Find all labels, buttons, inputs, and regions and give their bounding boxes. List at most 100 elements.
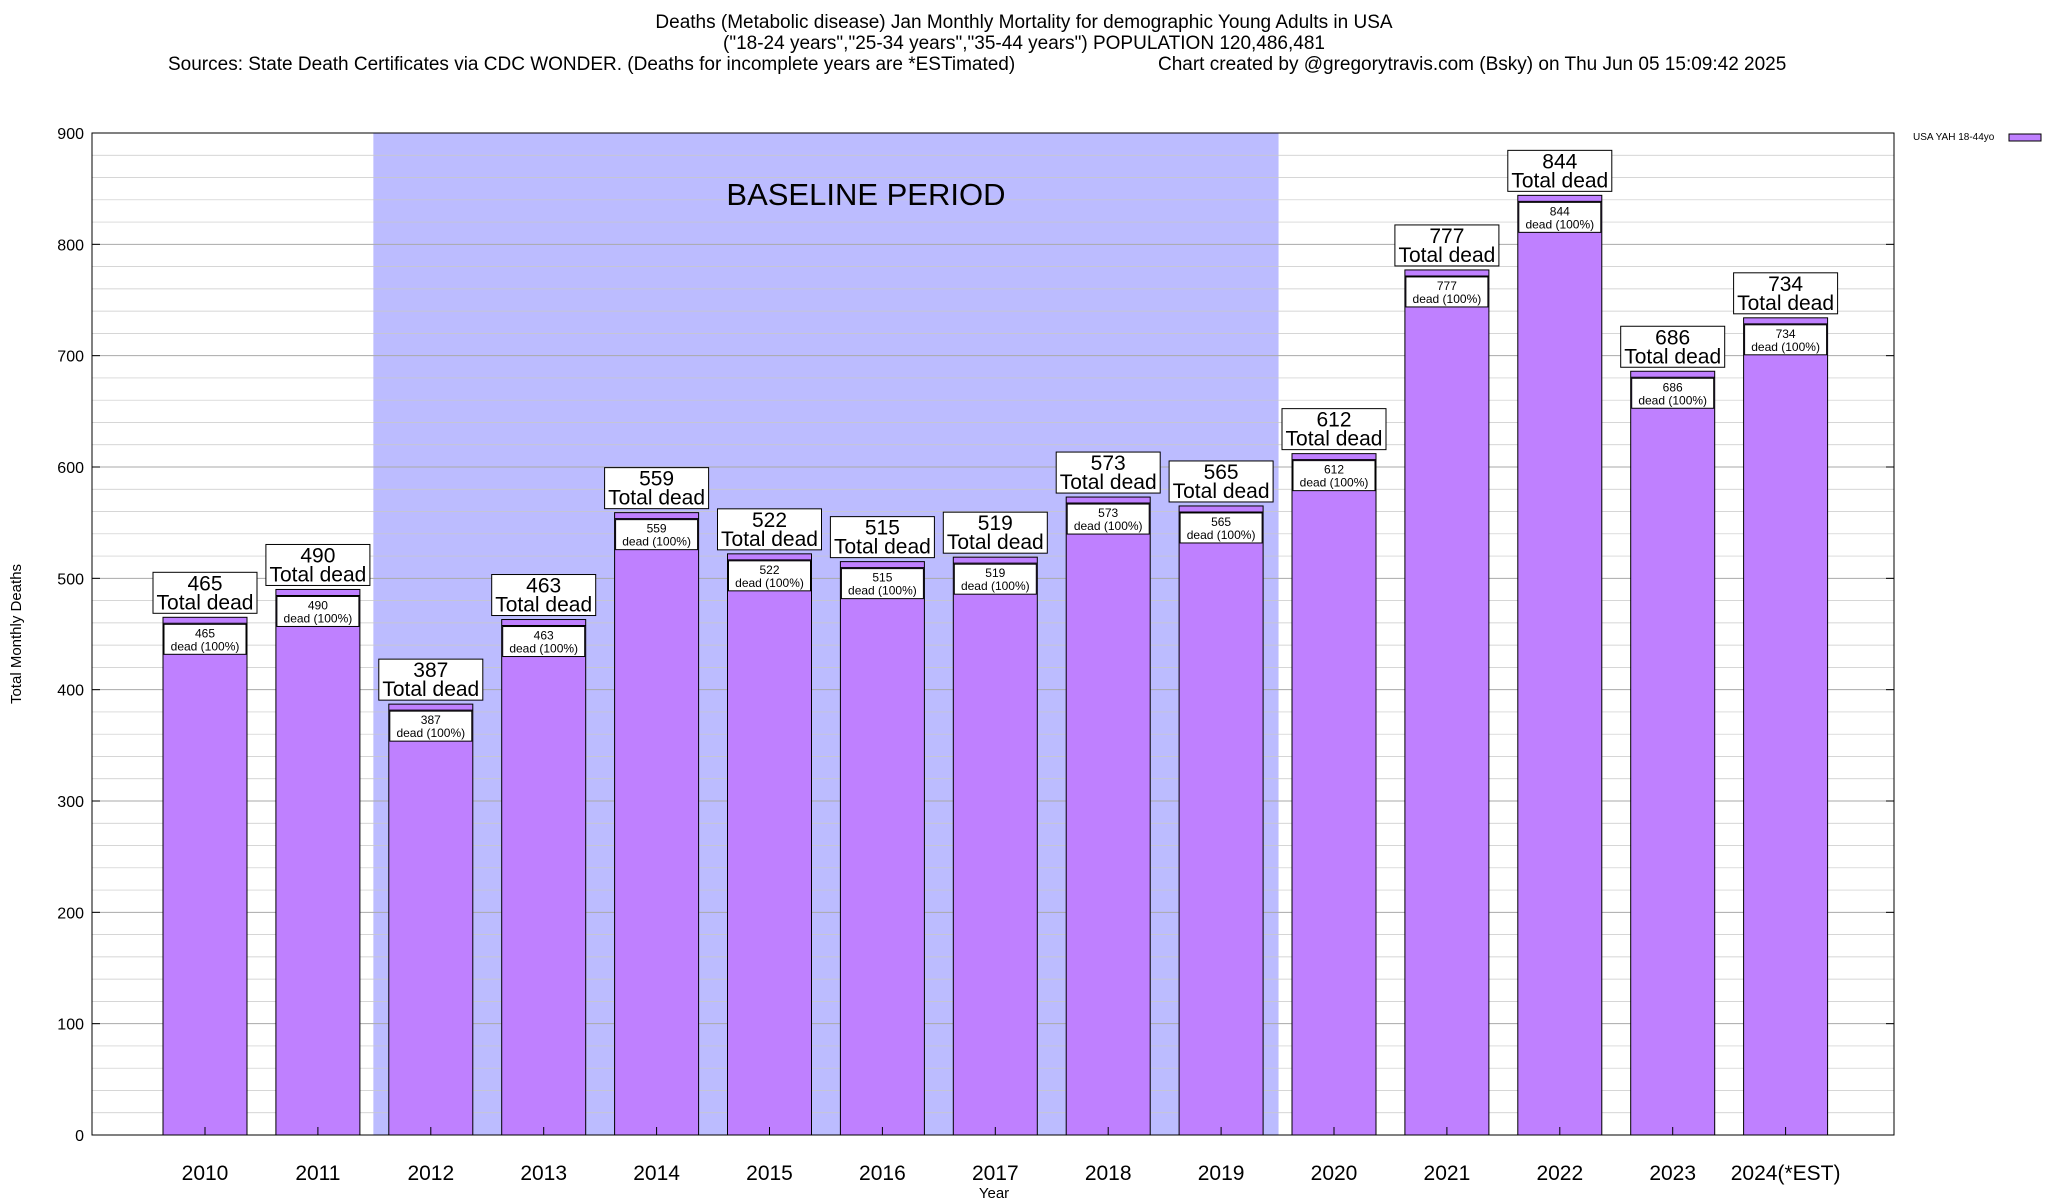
x-tick-label: 2010 bbox=[182, 1162, 229, 1185]
y-tick-label: 100 bbox=[57, 1017, 84, 1034]
bar bbox=[1517, 194, 1603, 1136]
y-tick-label: 200 bbox=[57, 905, 84, 922]
legend-swatch bbox=[2008, 133, 2042, 142]
baseline-period-label: BASELINE PERIOD bbox=[726, 177, 1005, 212]
inner-label-text: dead (100%) bbox=[509, 642, 578, 656]
inner-label-value: 387 bbox=[421, 713, 441, 727]
x-tick-label: 2012 bbox=[407, 1162, 454, 1185]
y-tick-label: 800 bbox=[57, 237, 84, 254]
inner-label-text: dead (100%) bbox=[1751, 340, 1820, 354]
bar bbox=[501, 619, 587, 1136]
inner-label-text: dead (100%) bbox=[1525, 217, 1594, 231]
bar bbox=[839, 561, 925, 1136]
total-label-text: Total dead bbox=[1060, 471, 1157, 494]
total-label-value: 573 bbox=[1091, 452, 1126, 475]
inner-label-value: 612 bbox=[1324, 463, 1344, 477]
total-label-box bbox=[491, 574, 597, 617]
total-label-text: Total dead bbox=[157, 591, 254, 614]
total-label-value: 844 bbox=[1542, 150, 1577, 173]
bar bbox=[614, 512, 700, 1136]
inner-label-text: dead (100%) bbox=[1187, 528, 1256, 542]
bar bbox=[1404, 269, 1490, 1136]
bar bbox=[1743, 317, 1829, 1136]
total-label-box bbox=[1394, 224, 1500, 267]
inner-label-box bbox=[163, 623, 247, 655]
total-label-box bbox=[1507, 149, 1613, 192]
inner-label-value: 844 bbox=[1550, 204, 1570, 218]
total-label-text: Total dead bbox=[1624, 345, 1721, 368]
inner-label-value: 559 bbox=[647, 522, 667, 536]
total-label-text: Total dead bbox=[1737, 292, 1834, 315]
y-tick-label: 700 bbox=[57, 349, 84, 366]
bar bbox=[275, 588, 361, 1136]
total-label-text: Total dead bbox=[947, 531, 1044, 554]
inner-label-box bbox=[1518, 201, 1602, 233]
inner-label-text: dead (100%) bbox=[1300, 476, 1369, 490]
total-label-value: 387 bbox=[413, 659, 448, 682]
total-label-box bbox=[604, 467, 710, 510]
inner-label-box bbox=[1179, 512, 1263, 544]
inner-label-box bbox=[615, 519, 699, 551]
inner-label-value: 463 bbox=[534, 629, 554, 643]
total-label-value: 777 bbox=[1429, 225, 1464, 248]
inner-label-value: 519 bbox=[985, 566, 1005, 580]
bar bbox=[727, 553, 812, 1136]
total-label-box bbox=[1733, 272, 1839, 315]
inner-label-box bbox=[1405, 276, 1489, 308]
total-label-value: 734 bbox=[1768, 273, 1803, 296]
total-label-text: Total dead bbox=[834, 536, 931, 559]
inner-label-box bbox=[1744, 324, 1828, 356]
total-label-box bbox=[942, 511, 1048, 554]
total-label-value: 519 bbox=[978, 512, 1013, 535]
x-tick-label: 2024(*EST) bbox=[1731, 1162, 1841, 1185]
inner-label-box bbox=[840, 568, 924, 600]
x-tick-label: 2015 bbox=[746, 1162, 793, 1185]
inner-label-value: 777 bbox=[1437, 279, 1457, 293]
bar bbox=[162, 616, 248, 1136]
total-label-box bbox=[717, 508, 822, 551]
total-label-value: 612 bbox=[1316, 409, 1351, 432]
chart-title: Deaths (Metabolic disease) Jan Monthly M… bbox=[0, 12, 2048, 54]
total-label-value: 490 bbox=[300, 544, 335, 567]
total-label-box bbox=[152, 571, 258, 614]
bar bbox=[1178, 505, 1264, 1136]
inner-label-text: dead (100%) bbox=[735, 576, 804, 590]
inner-label-text: dead (100%) bbox=[284, 611, 353, 625]
inner-label-text: dead (100%) bbox=[171, 639, 240, 653]
inner-label-box bbox=[276, 595, 360, 627]
total-label-text: Total dead bbox=[1286, 428, 1383, 451]
total-label-value: 686 bbox=[1655, 326, 1690, 349]
x-tick-label: 2018 bbox=[1085, 1162, 1132, 1185]
x-tick-label: 2017 bbox=[972, 1162, 1019, 1185]
x-tick-label: 2013 bbox=[520, 1162, 567, 1185]
total-label-text: Total dead bbox=[495, 594, 592, 617]
total-label-value: 559 bbox=[639, 468, 674, 491]
x-axis-label: Year bbox=[979, 1185, 1009, 1200]
inner-label-text: dead (100%) bbox=[1074, 519, 1143, 533]
inner-label-value: 515 bbox=[872, 571, 892, 585]
total-label-box bbox=[1055, 451, 1161, 494]
inner-label-value: 573 bbox=[1098, 506, 1118, 520]
y-tick-label: 400 bbox=[57, 683, 84, 700]
total-label-text: Total dead bbox=[269, 563, 366, 586]
